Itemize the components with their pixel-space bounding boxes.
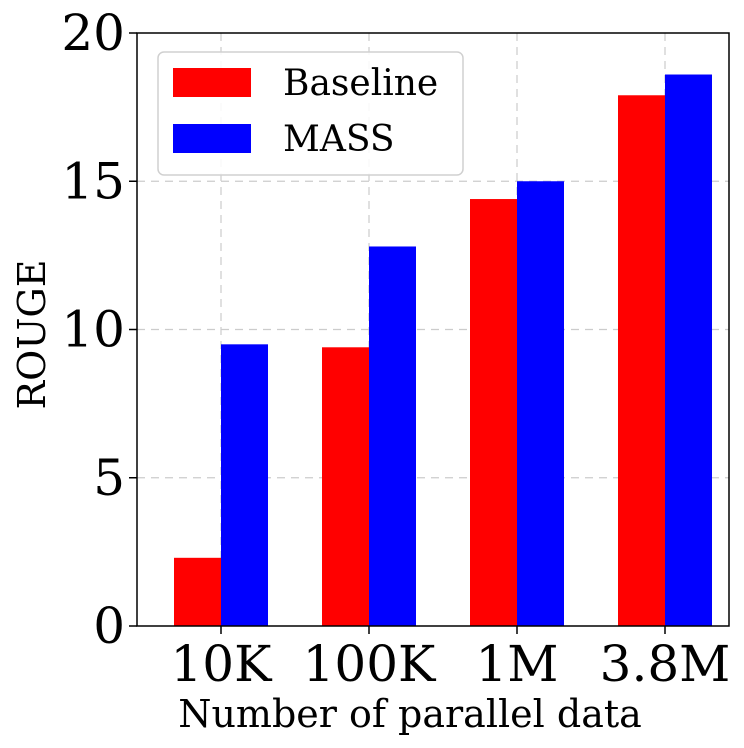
y-tick-label-4: 20 [61,4,125,62]
legend-label-mass: MASS [283,119,395,160]
x-axis-label: Number of parallel data [178,692,642,736]
bar-baseline-3-8m [618,95,665,626]
bar-mass-3-8m [665,74,712,626]
y-tick-label-1: 5 [93,449,125,507]
x-tick-label-1: 100K [303,635,437,693]
bar-baseline-10k [174,557,221,626]
bars [174,74,712,627]
y-tick-label-0: 0 [93,597,125,655]
x-axis-ticks: 10K 100K 1M 3.8M [171,626,731,693]
y-axis-ticks: 0 5 10 15 20 [61,4,137,655]
x-tick-label-3: 3.8M [600,635,731,693]
legend-swatch-baseline [173,68,251,97]
x-tick-label-2: 1M [475,635,558,693]
bar-baseline-1m [470,199,517,627]
legend: Baseline MASS [157,51,464,176]
x-tick-label-0: 10K [171,635,274,693]
legend-label-baseline: Baseline [283,63,438,104]
y-tick-label-2: 10 [61,301,125,359]
bar-mass-10k [221,344,268,626]
bar-mass-100k [369,246,416,627]
bar-mass-1m [517,181,564,626]
y-tick-label-3: 15 [61,152,125,210]
legend-swatch-mass [173,124,251,153]
y-axis-label: ROUGE [10,260,54,410]
bar-baseline-100k [322,347,369,626]
